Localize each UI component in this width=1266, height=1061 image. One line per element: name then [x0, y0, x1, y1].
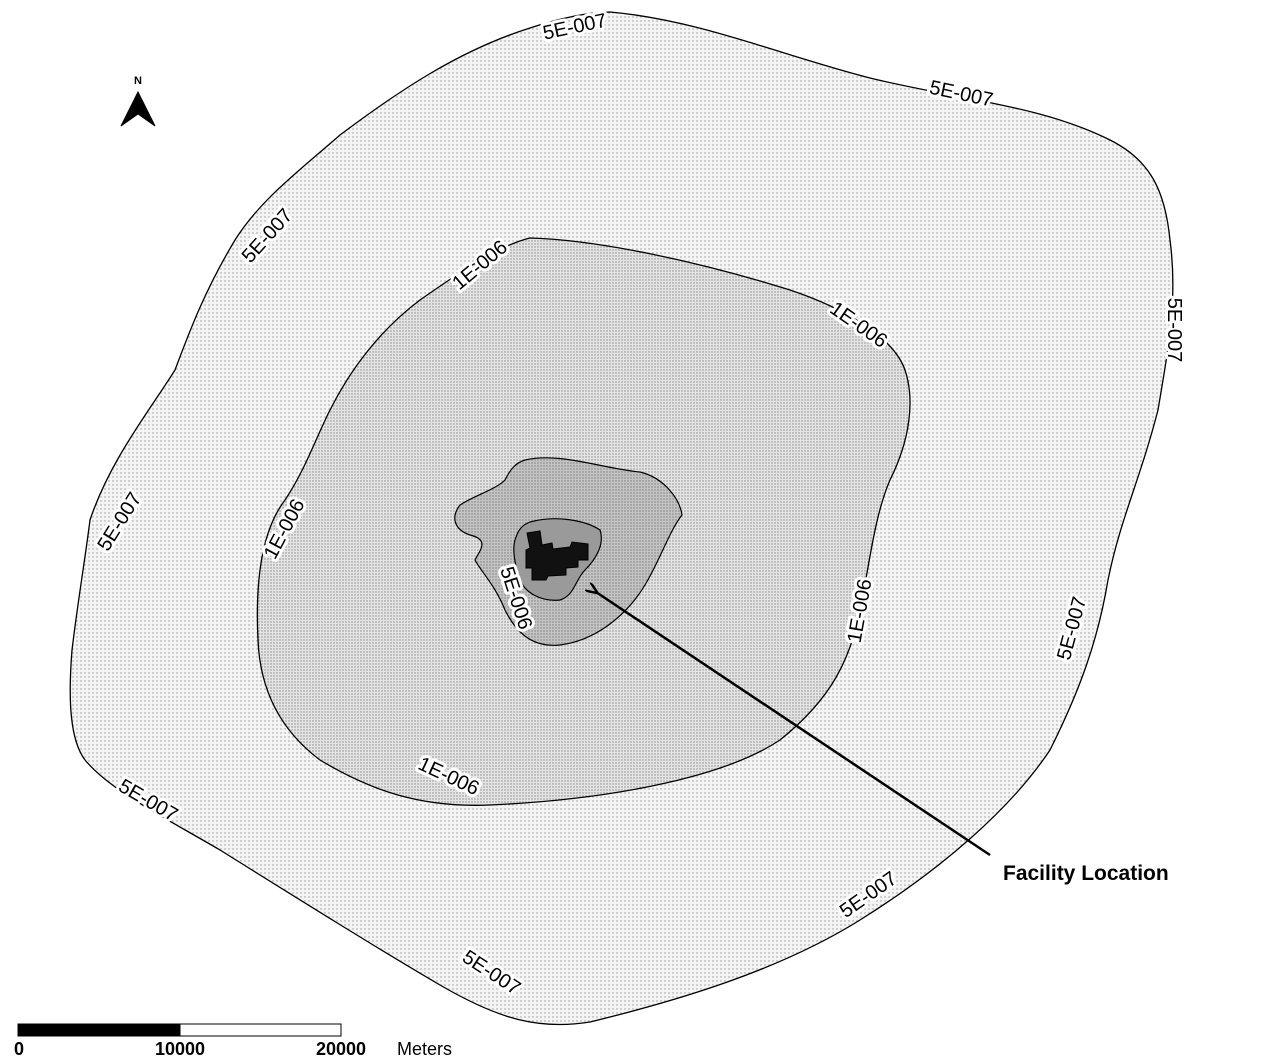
- facility-arrow: [596, 592, 991, 857]
- facility-location-label: Facility Location: [1003, 862, 1169, 885]
- scale-bar: 0 10000 20000 Meters: [14, 1023, 452, 1059]
- facility-location-shape: [525, 530, 589, 581]
- north-arrow-icon: N: [120, 75, 156, 127]
- scale-bar-segment-filled: [17, 1023, 181, 1037]
- scale-tick-20000: 20000: [316, 1039, 366, 1059]
- scale-tick-0: 0: [14, 1039, 24, 1059]
- label-outer-right: 5E-007: [1163, 298, 1185, 363]
- scale-bar-segment-empty: [179, 1023, 342, 1037]
- north-letter: N: [134, 75, 142, 87]
- scale-tick-10000: 10000: [155, 1039, 205, 1059]
- scale-unit: Meters: [397, 1039, 452, 1059]
